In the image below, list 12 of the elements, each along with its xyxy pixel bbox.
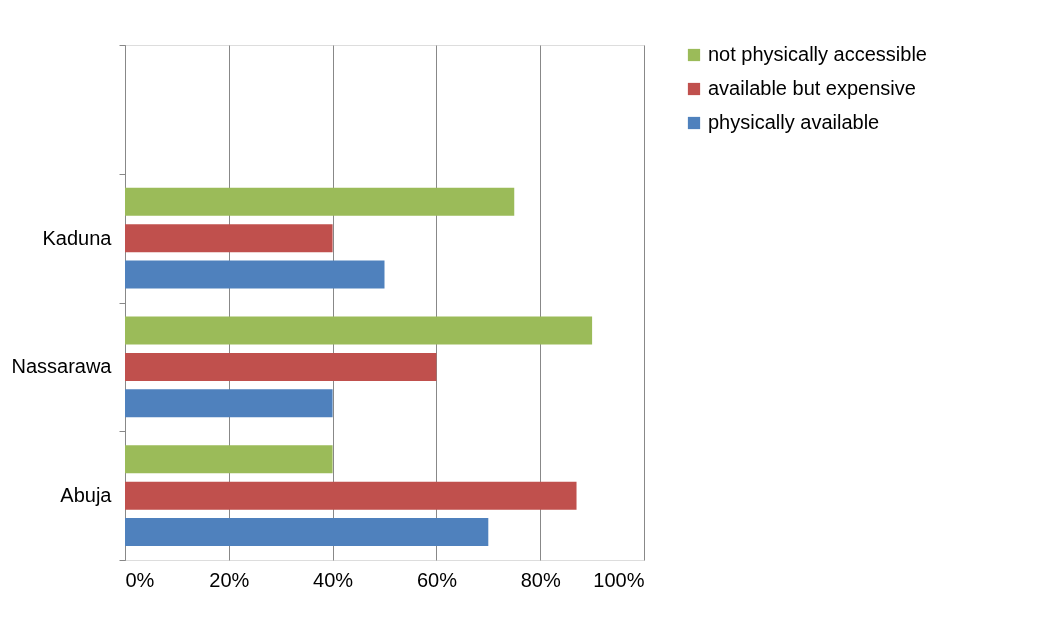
x-tick-label: 100% bbox=[593, 568, 645, 591]
x-tick-label: 0% bbox=[125, 568, 155, 591]
y-tick-label: Nassarawa bbox=[11, 355, 113, 378]
y-tick-label: Kaduna bbox=[42, 226, 113, 249]
legend-label: available but expensive bbox=[708, 77, 916, 99]
legend-label: physically available bbox=[708, 111, 880, 133]
x-tick-label: 60% bbox=[416, 568, 458, 591]
x-tick-label: 40% bbox=[313, 568, 354, 591]
x-tick-label: 80% bbox=[520, 568, 561, 591]
legend-label: not physically accessible bbox=[708, 43, 927, 65]
x-tick-label: 20% bbox=[209, 568, 250, 591]
y-tick-label: Abuja bbox=[60, 484, 113, 507]
